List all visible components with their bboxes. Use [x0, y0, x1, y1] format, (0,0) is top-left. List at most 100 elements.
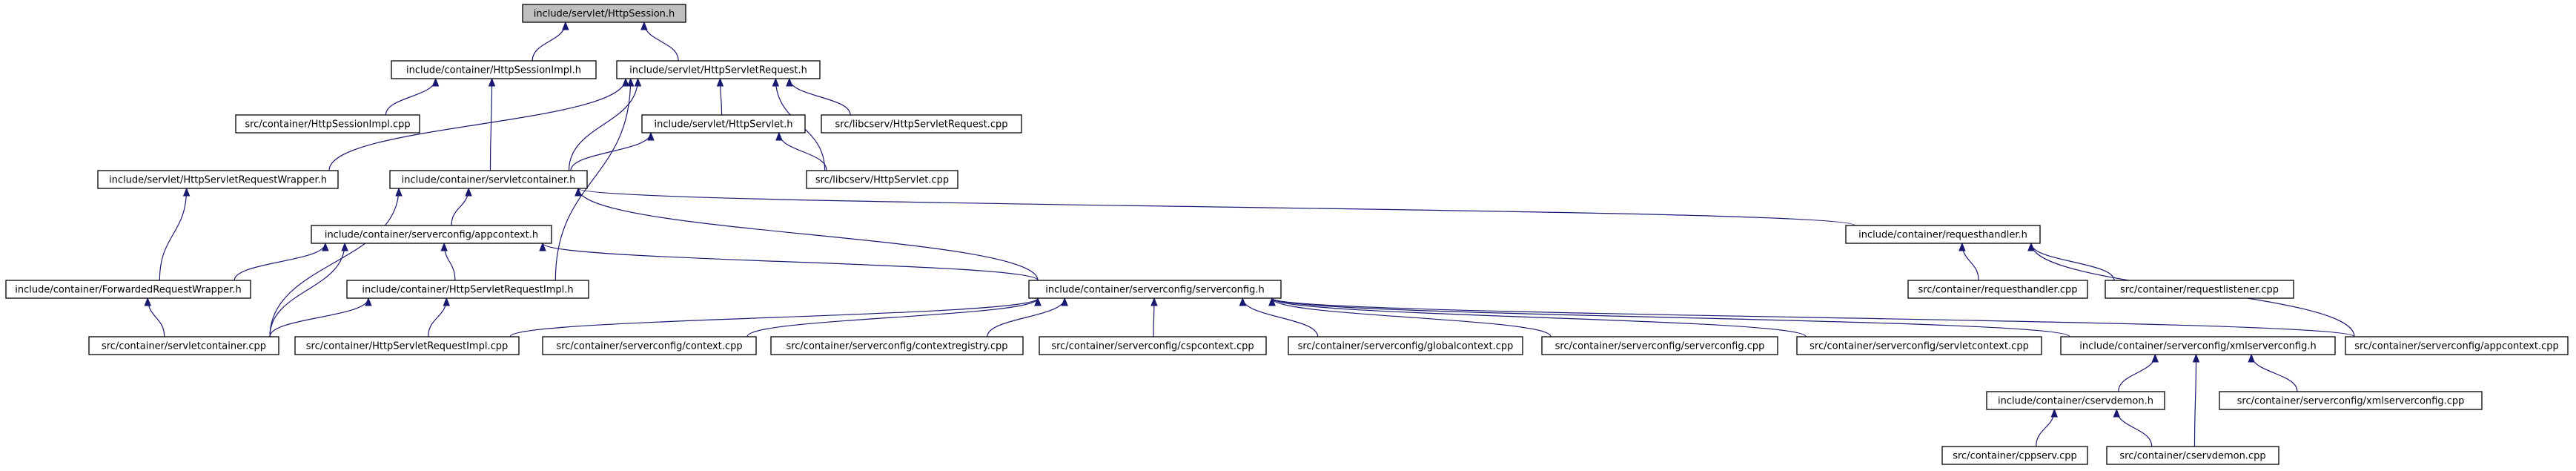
node-label: src/container/HttpServletRequestImpl.cpp	[306, 341, 509, 352]
dependency-edge-n17-n12	[428, 297, 447, 337]
graph-node-n0[interactable]: include/servlet/HttpSession.h	[522, 4, 686, 23]
node-box[interactable]	[5, 280, 251, 299]
node-label: src/container/cppserv.cpp	[1953, 451, 2077, 462]
node-box[interactable]	[2060, 336, 2336, 355]
dependency-edge-n10-n7	[577, 188, 1855, 226]
node-box[interactable]	[641, 114, 806, 134]
node-box[interactable]	[2106, 446, 2279, 465]
graph-node-n21[interactable]: src/container/serverconfig/globalcontext…	[1288, 336, 1523, 355]
node-box[interactable]	[2219, 391, 2483, 410]
graph-node-n4[interactable]: include/servlet/HttpServlet.h	[641, 114, 806, 134]
node-box[interactable]	[616, 60, 821, 79]
node-label: include/container/requesthandler.h	[1858, 230, 2027, 241]
graph-node-n16[interactable]: src/container/servletcontainer.cpp	[88, 336, 279, 355]
node-box[interactable]	[2345, 336, 2569, 355]
graph-node-n15[interactable]: src/container/requestlistener.cpp	[2105, 280, 2294, 299]
node-box[interactable]	[391, 60, 597, 79]
node-box[interactable]	[1986, 391, 2165, 410]
graph-node-n1[interactable]: include/container/HttpSessionImpl.h	[391, 60, 597, 79]
node-box[interactable]	[2105, 280, 2294, 299]
node-label: src/container/serverconfig/cspcontext.cp…	[1051, 341, 1254, 352]
graph-node-n14[interactable]: src/container/requesthandler.cpp	[1907, 280, 2088, 299]
node-box[interactable]	[389, 170, 588, 189]
node-box[interactable]	[311, 225, 552, 244]
node-box[interactable]	[1039, 336, 1267, 355]
graph-node-n19[interactable]: src/container/serverconfig/contextregist…	[770, 336, 1024, 355]
arrowhead-icon	[144, 297, 151, 306]
graph-node-n23[interactable]: src/container/serverconfig/servletcontex…	[1796, 336, 2042, 355]
node-box[interactable]	[1941, 446, 2088, 465]
node-label: include/servlet/HttpServletRequest.h	[629, 65, 807, 76]
graph-node-n3[interactable]: src/container/HttpSessionImpl.cpp	[235, 114, 420, 134]
node-label: src/libcserv/HttpServlet.cpp	[815, 175, 949, 186]
arrowhead-icon	[716, 77, 724, 87]
node-label: include/container/serverconfig/xmlserver…	[2079, 341, 2316, 352]
node-label: include/container/serverconfig/appcontex…	[325, 230, 538, 241]
graph-node-n5[interactable]: src/libcserv/HttpServletRequest.cpp	[821, 114, 1022, 134]
graph-node-n6[interactable]: include/servlet/HttpServletRequestWrappe…	[97, 170, 339, 189]
graph-node-n22[interactable]: src/container/serverconfig/serverconfig.…	[1541, 336, 1778, 355]
arrowhead-icon	[647, 131, 655, 141]
arrowhead-icon	[488, 77, 496, 87]
node-box[interactable]	[97, 170, 339, 189]
arrowhead-icon	[395, 187, 403, 197]
arrowhead-icon	[1150, 297, 1158, 306]
node-box[interactable]	[770, 336, 1024, 355]
graph-node-n13[interactable]: include/container/serverconfig/servercon…	[1028, 280, 1282, 299]
node-label: src/container/serverconfig/serverconfig.…	[1555, 341, 1765, 352]
graph-node-n18[interactable]: src/container/serverconfig/context.cpp	[542, 336, 757, 355]
graph-node-n9[interactable]: include/container/serverconfig/appcontex…	[311, 225, 552, 244]
arrowhead-icon	[2050, 408, 2059, 418]
arrowhead-icon	[634, 77, 642, 87]
arrowhead-icon	[182, 187, 191, 197]
dependency-edge-n12-n2	[554, 78, 632, 281]
node-box[interactable]	[235, 114, 420, 134]
arrowhead-icon	[626, 77, 635, 87]
dependency-edge-n19-n13	[987, 297, 1065, 337]
graph-node-n2[interactable]: include/servlet/HttpServletRequest.h	[616, 60, 821, 79]
dependency-edge-n11-n6	[159, 188, 188, 281]
node-box[interactable]	[1907, 280, 2088, 299]
arrowhead-icon	[2192, 353, 2200, 363]
dependency-edge-n29-n26	[2116, 409, 2153, 447]
arrowhead-icon	[2027, 242, 2035, 251]
node-box[interactable]	[1028, 280, 1282, 299]
graph-node-n27[interactable]: src/container/serverconfig/xmlserverconf…	[2219, 391, 2483, 410]
node-box[interactable]	[1845, 225, 2041, 244]
node-box[interactable]	[1288, 336, 1523, 355]
dependency-edge-n5-n2	[789, 78, 851, 116]
node-box[interactable]	[806, 170, 958, 189]
node-label: src/container/requesthandler.cpp	[1918, 285, 2078, 296]
node-box[interactable]	[294, 336, 520, 355]
arrowhead-icon	[1061, 297, 1068, 306]
node-box[interactable]	[542, 336, 757, 355]
graph-node-n26[interactable]: include/container/cservdemon.h	[1986, 391, 2165, 410]
node-box[interactable]	[1541, 336, 1778, 355]
arrowhead-icon	[562, 21, 569, 30]
graph-node-n25[interactable]: src/container/serverconfig/appcontext.cp…	[2345, 336, 2569, 355]
graph-node-n24[interactable]: include/container/serverconfig/xmlserver…	[2060, 336, 2336, 355]
node-label: include/container/servletcontainer.h	[402, 175, 576, 186]
graph-node-n20[interactable]: src/container/serverconfig/cspcontext.cp…	[1039, 336, 1267, 355]
node-label: src/container/serverconfig/contextregist…	[786, 341, 1007, 352]
graph-node-n10[interactable]: include/container/requesthandler.h	[1845, 225, 2041, 244]
node-box[interactable]	[346, 280, 589, 299]
graph-node-n8[interactable]: src/libcserv/HttpServlet.cpp	[806, 170, 958, 189]
node-box[interactable]	[88, 336, 279, 355]
arrowhead-icon	[431, 77, 440, 87]
graph-node-n29[interactable]: src/container/cservdemon.cpp	[2106, 446, 2279, 465]
node-box[interactable]	[522, 4, 686, 23]
graph-node-n7[interactable]: include/container/servletcontainer.h	[389, 170, 588, 189]
graph-node-n28[interactable]: src/container/cppserv.cpp	[1941, 446, 2088, 465]
arrowhead-icon	[2151, 353, 2159, 363]
node-box[interactable]	[1796, 336, 2042, 355]
dependency-edge-n15-n10	[2030, 243, 2115, 281]
graph-node-n11[interactable]: include/container/ForwardedRequestWrappe…	[5, 280, 251, 299]
node-box[interactable]	[821, 114, 1022, 134]
graph-node-n12[interactable]: include/container/HttpServletRequestImpl…	[346, 280, 589, 299]
node-label: include/container/HttpServletRequestImpl…	[362, 285, 573, 296]
dependency-edge-n1-n0	[532, 22, 566, 62]
arrowhead-icon	[772, 77, 780, 87]
dependency-edge-n16-n7	[269, 188, 400, 337]
graph-node-n17[interactable]: src/container/HttpServletRequestImpl.cpp	[294, 336, 520, 355]
